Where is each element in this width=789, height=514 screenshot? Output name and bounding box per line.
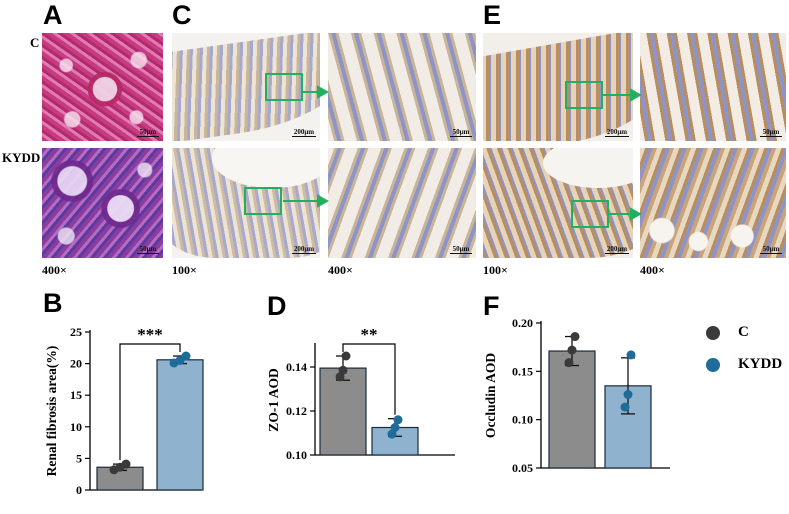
point-d-0-1 — [338, 365, 348, 375]
zoom-box-e-control — [565, 81, 603, 109]
chart-d: 0.10 0.12 0.14 ZO-1 AOD ** — [266, 325, 455, 462]
point-f-1-1 — [623, 390, 633, 400]
y-tick-label-b-5: 25 — [70, 325, 82, 339]
significance-bracket-d — [342, 343, 396, 415]
zoom-box-c-kydd — [244, 187, 282, 215]
point-b-1-2 — [181, 351, 191, 361]
row-label-kydd: KYDD — [2, 150, 41, 165]
y-tick-label-f-2: 0.15 — [512, 364, 533, 378]
micrograph-c-control-100x: 200μm — [172, 33, 320, 141]
zoom-arrow-e-kydd — [609, 207, 643, 221]
point-f-1-2 — [626, 350, 636, 360]
point-f-0-2 — [570, 332, 580, 342]
significance-label-b: *** — [137, 325, 163, 344]
row-label-control: C — [30, 35, 40, 50]
micrograph-c-control-400x: 50μm — [328, 33, 476, 141]
point-f-0-0 — [564, 358, 574, 368]
scale-bar-a-kydd: 50μm — [137, 245, 159, 254]
legend-label-kydd: KYDD — [738, 356, 783, 372]
panel-label-d: D — [267, 291, 287, 321]
point-f-1-0 — [620, 402, 630, 412]
zoom-arrow-e-control — [603, 88, 643, 102]
zoom-arrow-c-kydd — [283, 194, 330, 208]
y-tick-label-f-3: 0.20 — [512, 316, 533, 330]
point-d-1-1 — [390, 423, 400, 432]
scale-bar-c-control: 200μm — [293, 128, 315, 136]
y-axis-label-b: Renal fibrosis area(%) — [44, 346, 59, 477]
y-tick-label-b-1: 5 — [76, 451, 82, 465]
legend-label-c: C — [738, 324, 749, 340]
scale-bar-e-control: 200μm — [606, 128, 628, 136]
magnification-e-low: 100× — [483, 263, 508, 277]
y-tick-label-d-2: 0.14 — [286, 360, 307, 374]
micrograph-e-kydd-400x: 50μm — [640, 148, 786, 258]
panel-label-c: C — [172, 0, 192, 30]
scale-bar-c-kydd-400x: 50μm — [450, 245, 472, 254]
scale-bar-c-kydd-100x: 200μm — [293, 245, 315, 253]
scale-bar-e-kydd-400x: 50μm — [760, 245, 782, 254]
bar-b-kydd — [156, 359, 204, 491]
scale-bar-a-control: 50μm — [137, 128, 159, 137]
y-tick-label-d-1: 0.12 — [286, 404, 307, 418]
chart-b: 0 5 10 15 20 25 Renal fibrosis area(%) *** — [44, 325, 204, 497]
y-tick-label-f-1: 0.10 — [512, 413, 533, 427]
panel-label-a: A — [43, 0, 63, 30]
significance-label-d: ** — [361, 325, 378, 344]
panel-label-e: E — [483, 0, 502, 30]
magnification-c-low: 100× — [172, 263, 197, 277]
y-tick-label-d-0: 0.10 — [286, 448, 307, 462]
y-tick-label-b-0: 0 — [76, 483, 82, 497]
legend-marker-c — [706, 326, 720, 340]
bar-f-c — [548, 350, 596, 469]
chart-f: 0.05 0.10 0.15 0.20 Occludin AOD — [483, 316, 670, 475]
point-f-0-1 — [567, 345, 577, 355]
y-tick-label-b-2: 10 — [70, 420, 82, 434]
micrograph-e-control-100x: 200μm — [483, 33, 633, 141]
legend-marker-kydd — [706, 358, 720, 372]
scale-bar-c-control-400x: 50μm — [450, 128, 472, 137]
point-d-0-2 — [341, 351, 351, 361]
magnification-e-high: 400× — [640, 263, 665, 277]
significance-bracket-b — [119, 343, 181, 461]
micrograph-e-control-400x: 50μm — [640, 33, 786, 141]
point-d-1-2 — [393, 415, 403, 425]
micrograph-a-control: 50μm — [42, 33, 163, 141]
y-tick-label-f-0: 0.05 — [512, 461, 533, 475]
scale-bar-e-control-400x: 50μm — [760, 128, 782, 137]
zoom-box-c-control — [265, 73, 303, 101]
y-axis-label-d: ZO-1 AOD — [266, 368, 281, 432]
magnification-c-high: 400× — [328, 263, 353, 277]
micrograph-e-kydd-100x: 200μm — [483, 148, 633, 258]
micrograph-c-kydd-100x: 200μm — [172, 148, 320, 258]
panel-label-f: F — [483, 291, 500, 321]
zoom-box-e-kydd — [571, 200, 609, 228]
y-tick-label-b-4: 20 — [70, 357, 82, 371]
zoom-arrow-c-control — [303, 85, 330, 99]
panel-label-b: B — [43, 288, 63, 318]
micrograph-a-kydd: 50μm — [42, 148, 163, 258]
point-b-0-2 — [121, 459, 131, 469]
y-tick-label-b-3: 15 — [70, 388, 82, 402]
micrograph-c-kydd-400x: 50μm — [328, 148, 476, 258]
y-axis-label-f: Occludin AOD — [483, 353, 498, 438]
bar-d-c — [319, 367, 367, 456]
magnification-a: 400× — [42, 263, 67, 277]
scale-bar-e-kydd-100x: 200μm — [606, 245, 628, 253]
